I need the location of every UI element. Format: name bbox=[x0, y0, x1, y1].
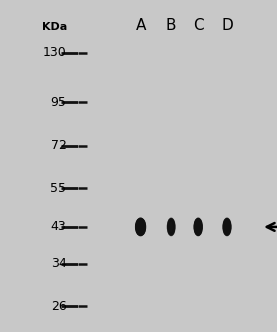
Text: 72: 72 bbox=[51, 139, 66, 152]
Ellipse shape bbox=[136, 218, 145, 235]
Ellipse shape bbox=[168, 219, 174, 234]
Ellipse shape bbox=[224, 219, 230, 235]
Ellipse shape bbox=[136, 219, 145, 235]
Ellipse shape bbox=[224, 219, 230, 234]
Ellipse shape bbox=[195, 219, 201, 234]
Ellipse shape bbox=[223, 218, 231, 235]
Ellipse shape bbox=[137, 220, 144, 234]
Ellipse shape bbox=[137, 219, 145, 234]
Ellipse shape bbox=[195, 220, 201, 234]
Text: 34: 34 bbox=[51, 257, 66, 270]
Ellipse shape bbox=[194, 218, 202, 235]
Text: 130: 130 bbox=[43, 46, 66, 59]
Text: 95: 95 bbox=[51, 96, 66, 109]
Ellipse shape bbox=[224, 219, 230, 234]
Ellipse shape bbox=[195, 220, 201, 234]
Ellipse shape bbox=[168, 220, 174, 234]
Ellipse shape bbox=[194, 218, 202, 236]
Ellipse shape bbox=[137, 219, 145, 234]
Ellipse shape bbox=[168, 219, 175, 235]
Ellipse shape bbox=[224, 220, 230, 234]
Ellipse shape bbox=[168, 219, 175, 235]
Text: C: C bbox=[193, 18, 204, 33]
Ellipse shape bbox=[195, 220, 201, 234]
Ellipse shape bbox=[137, 220, 144, 234]
Ellipse shape bbox=[168, 219, 175, 235]
Ellipse shape bbox=[223, 219, 231, 235]
Text: A: A bbox=[135, 18, 146, 33]
Ellipse shape bbox=[136, 219, 145, 235]
Ellipse shape bbox=[168, 220, 174, 234]
Ellipse shape bbox=[194, 219, 202, 235]
Ellipse shape bbox=[223, 218, 231, 236]
Ellipse shape bbox=[224, 219, 230, 235]
Ellipse shape bbox=[168, 218, 175, 235]
Text: D: D bbox=[221, 18, 233, 33]
Ellipse shape bbox=[194, 219, 202, 235]
Text: 26: 26 bbox=[51, 299, 66, 312]
Ellipse shape bbox=[167, 218, 175, 236]
Ellipse shape bbox=[136, 219, 145, 235]
Text: 43: 43 bbox=[51, 220, 66, 233]
Ellipse shape bbox=[224, 220, 230, 234]
Ellipse shape bbox=[195, 219, 202, 235]
Ellipse shape bbox=[224, 220, 230, 234]
Ellipse shape bbox=[195, 219, 202, 234]
Ellipse shape bbox=[137, 220, 144, 234]
Text: 55: 55 bbox=[50, 182, 66, 195]
Ellipse shape bbox=[136, 218, 145, 236]
Text: B: B bbox=[166, 18, 176, 33]
Text: KDa: KDa bbox=[42, 22, 67, 32]
Ellipse shape bbox=[168, 219, 174, 234]
